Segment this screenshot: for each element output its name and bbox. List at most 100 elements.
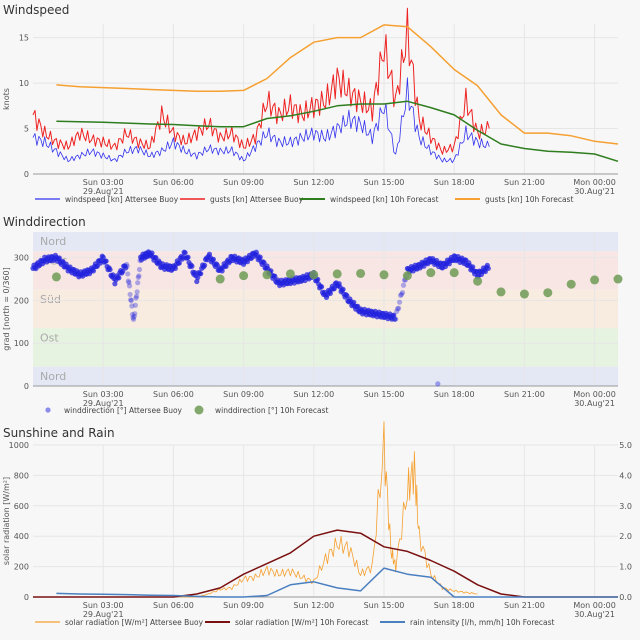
legend-marker	[45, 407, 51, 413]
y-tick-label: 200	[14, 563, 29, 572]
x-tick-label: Sun 12:00	[293, 178, 334, 187]
winddirection-buoy-point	[133, 295, 139, 301]
winddirection-buoy-point	[134, 289, 140, 295]
chart-title: Winddirection	[3, 215, 86, 229]
chart-title: Sunshine and Rain	[3, 426, 115, 440]
x-tick-label: Sun 06:00	[153, 390, 194, 399]
band-label: Nord	[40, 235, 66, 248]
x-tick-date: 29.Aug'21	[83, 399, 124, 408]
x-tick-label: Sun 12:00	[293, 601, 334, 610]
winddirection-buoy-point	[136, 266, 143, 273]
series-line-2	[56, 100, 619, 163]
legend-label: solar radiation [W/m²] Attersee Buoy	[65, 618, 204, 627]
x-tick-date: 30.Aug'21	[574, 610, 615, 619]
winddirection-forecast-point	[215, 274, 225, 284]
winddirection-buoy-point	[399, 289, 406, 296]
winddirection-forecast-point	[613, 274, 623, 284]
winddirection-buoy-point	[149, 250, 155, 256]
x-tick-label: Sun 15:00	[364, 178, 405, 187]
winddirection-buoy-point	[123, 265, 129, 271]
series-line-3	[56, 24, 619, 145]
winddirection-buoy-point	[470, 264, 476, 270]
x-tick-label: Mon 00:00	[573, 390, 615, 399]
winddirection-buoy-point	[394, 308, 400, 315]
winddirection-forecast-point	[496, 287, 506, 297]
y-tick-label: 1000	[9, 441, 29, 450]
y2-tick-label: 0.0	[619, 593, 632, 602]
x-tick-date: 29.Aug'21	[83, 610, 124, 619]
winddirection-buoy-point	[132, 302, 138, 308]
direction-band	[33, 366, 618, 386]
y-tick-label: 600	[14, 502, 29, 511]
legend-label: gusts [kn] Attersee Buoy	[210, 195, 304, 204]
winddirection-forecast-point	[262, 270, 272, 280]
y-tick-label: 400	[14, 532, 29, 541]
y-tick-label: 15	[19, 34, 29, 43]
winddirection-buoy-point	[116, 275, 122, 281]
winddirection-buoy-point	[223, 263, 229, 270]
winddirection-buoy-point	[129, 303, 135, 309]
legend-label: windspeed [kn] Attersee Buoy	[65, 195, 179, 204]
y-tick-label: 0	[24, 382, 29, 391]
winddirection-buoy-point	[397, 292, 404, 298]
winddirection-buoy-point	[351, 299, 357, 305]
winddirection-buoy-point	[125, 271, 131, 277]
winddirection-buoy-point	[272, 273, 278, 279]
x-tick-date: 29.Aug'21	[83, 187, 124, 196]
winddirection-buoy-point	[396, 305, 402, 311]
y-axis-label: knots	[2, 88, 11, 110]
legend-label: rain intensity [l/h, mm/h] 10h Forecast	[410, 618, 555, 627]
winddirection-buoy-point	[257, 254, 263, 260]
chart-sunshine-and-rain: Sunshine and Rain 0 200 400 600 800 1000 0.0 1.0…	[2, 421, 632, 627]
winddirection-buoy-point	[133, 293, 140, 299]
y-tick-label: 5	[24, 125, 29, 134]
winddirection-buoy-point	[194, 278, 200, 285]
winddirection-buoy-point	[398, 291, 405, 297]
winddirection-buoy-point	[392, 316, 398, 322]
y2-tick-label: 2.0	[619, 532, 632, 541]
legend-marker	[194, 405, 204, 415]
winddirection-forecast-point	[239, 271, 249, 281]
winddirection-buoy-point	[112, 281, 118, 287]
winddirection-forecast-point	[356, 268, 366, 278]
winddirection-forecast-point	[519, 289, 529, 299]
y-tick-label: 100	[14, 339, 29, 348]
x-tick-label: Sun 06:00	[153, 601, 194, 610]
y-tick-label: 800	[14, 471, 29, 480]
x-tick-label: Sun 03:00	[83, 601, 124, 610]
x-tick-label: Mon 00:00	[573, 601, 615, 610]
x-tick-label: Sun 03:00	[83, 390, 124, 399]
x-tick-label: Sun 15:00	[364, 390, 405, 399]
winddirection-buoy-point	[130, 315, 136, 321]
winddirection-forecast-point	[309, 270, 319, 280]
winddirection-forecast-point	[473, 276, 483, 286]
x-tick-label: Sun 21:00	[504, 601, 545, 610]
legend-label: solar radiation [W/m²] 10h Forecast	[235, 618, 368, 627]
legend-label: windspeed [kn] 10h Forecast	[330, 195, 439, 204]
winddirection-buoy-point	[129, 311, 136, 318]
y-tick-label: 0	[24, 593, 29, 602]
x-tick-date: 30.Aug'21	[574, 187, 615, 196]
legend-label: winddirection [°] Attersee Buoy	[64, 406, 183, 415]
band-label: Süd	[40, 293, 61, 306]
winddirection-forecast-point	[402, 271, 412, 281]
x-tick-label: Sun 18:00	[434, 178, 475, 187]
winddirection-buoy-point	[172, 265, 178, 272]
legend-label: winddirection [°] 10h Forecast	[215, 406, 328, 415]
y2-tick-label: 3.0	[619, 502, 632, 511]
y-tick-label: 10	[19, 79, 29, 88]
winddirection-forecast-point	[51, 272, 61, 282]
winddirection-buoy-point	[124, 261, 130, 268]
winddirection-buoy-point	[435, 381, 441, 387]
winddirection-buoy-point	[120, 268, 126, 275]
series-line-0	[33, 421, 478, 598]
winddirection-buoy-point	[135, 280, 141, 286]
winddirection-forecast-point	[285, 269, 295, 279]
y2-tick-label: 1.0	[619, 563, 632, 572]
winddirection-buoy-point	[395, 306, 401, 312]
y2-tick-label: 5.0	[619, 441, 632, 450]
winddirection-buoy-point	[391, 312, 397, 318]
winddirection-buoy-point	[400, 282, 407, 288]
winddirection-buoy-point	[126, 283, 133, 289]
